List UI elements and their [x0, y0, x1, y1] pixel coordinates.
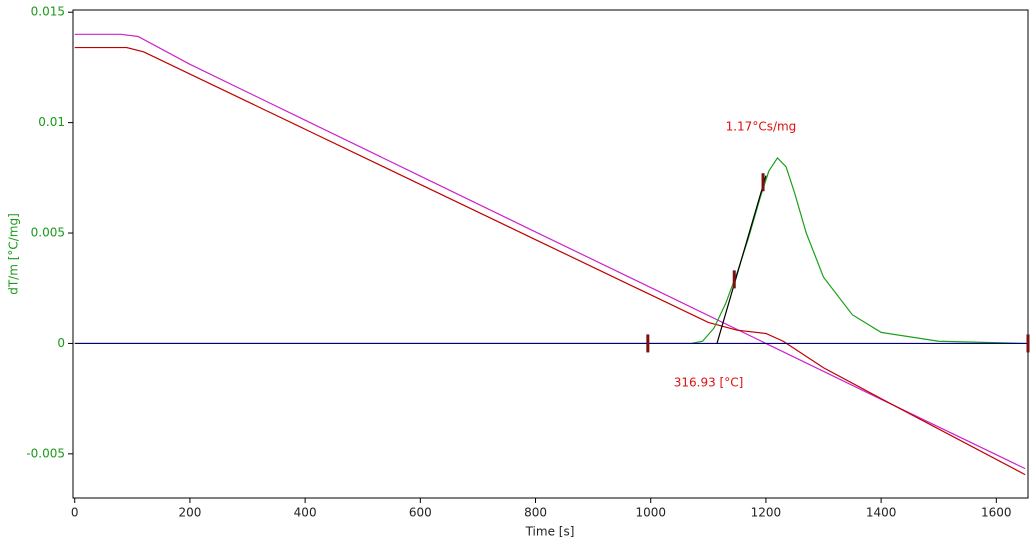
marker: [646, 334, 650, 353]
annotation: 1.17°Cs/mg: [726, 120, 797, 134]
line-series: [74, 33, 1026, 470]
line-series: [74, 46, 1026, 476]
x-tick-label: 1000: [635, 506, 666, 520]
y-axis-label: dT/m [°C/mg]: [7, 213, 21, 295]
y-tick-label: -0.005: [26, 446, 65, 460]
x-tick-label: 1400: [866, 506, 897, 520]
x-tick-label: 1200: [751, 506, 782, 520]
marker: [732, 270, 736, 289]
x-tick-label: 400: [294, 506, 317, 520]
x-tick-label: 200: [178, 506, 201, 520]
plot-frame: [72, 9, 1029, 499]
annotation: 316.93 [°C]: [674, 376, 744, 390]
x-tick-label: 600: [409, 506, 432, 520]
x-tick-label: 1600: [981, 506, 1012, 520]
x-tick-label: 0: [71, 506, 79, 520]
y-tick-label: 0.01: [38, 115, 65, 129]
line-series: [716, 175, 767, 344]
marker: [1026, 334, 1030, 353]
x-axis-label: Time [s]: [525, 525, 575, 539]
y-tick-label: 0: [57, 336, 65, 350]
marker: [761, 173, 765, 192]
y-tick-label: 0.005: [31, 226, 65, 240]
y-tick-label: 0.015: [31, 5, 65, 19]
x-tick-label: 800: [524, 506, 547, 520]
line-series: [74, 156, 1026, 345]
